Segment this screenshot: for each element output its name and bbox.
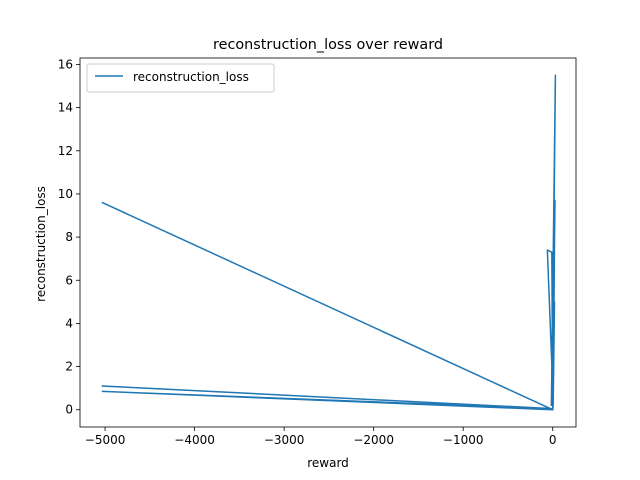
axes-frame xyxy=(79,57,577,428)
y-tick-label: 14 xyxy=(58,101,73,115)
legend-label: reconstruction_loss xyxy=(133,70,249,84)
x-tick-label: −5000 xyxy=(85,433,126,447)
x-tick-label: −1000 xyxy=(443,433,484,447)
x-axis: −5000 −4000 −3000 −2000 −1000 0 xyxy=(85,427,557,447)
x-tick-label: −3000 xyxy=(264,433,305,447)
x-tick-label: −4000 xyxy=(174,433,215,447)
y-tick-label: 4 xyxy=(65,316,73,330)
legend: reconstruction_loss xyxy=(86,63,275,93)
y-axis: 0 2 4 6 8 10 12 14 16 xyxy=(58,57,80,417)
x-axis-label: reward xyxy=(307,456,349,470)
y-tick-label: 16 xyxy=(58,57,73,71)
x-tick-label: −2000 xyxy=(353,433,394,447)
y-tick-label: 8 xyxy=(65,230,73,244)
y-tick-label: 2 xyxy=(65,360,73,374)
series-line-0 xyxy=(101,74,557,411)
x-tick-label: 0 xyxy=(549,433,557,447)
plot-area xyxy=(79,57,577,428)
y-tick-label: 0 xyxy=(65,403,73,417)
legend-box xyxy=(86,63,275,93)
y-tick-label: 10 xyxy=(58,187,73,201)
y-tick-label: 12 xyxy=(58,144,73,158)
y-tick-label: 6 xyxy=(65,273,73,287)
chart-title: reconstruction_loss over reward xyxy=(213,37,443,53)
y-axis-label: reconstruction_loss xyxy=(34,186,48,302)
